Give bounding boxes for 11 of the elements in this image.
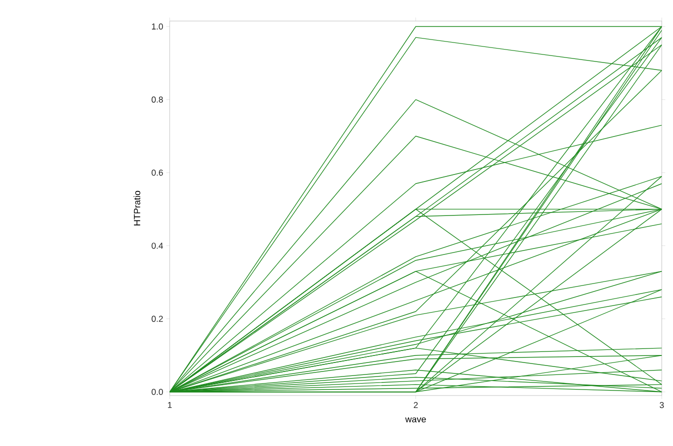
x-tick-label: 3	[660, 402, 664, 408]
x-axis-title: wave	[405, 418, 426, 423]
y-tick-label: 0.8	[152, 96, 163, 103]
y-axis-title: HTPratio	[134, 191, 140, 226]
x-tick-label: 2	[414, 402, 418, 408]
y-tick-label: 0.4	[152, 242, 163, 250]
y-tick-label: 0.0	[152, 389, 163, 396]
y-tick-label: 1.0	[152, 24, 163, 30]
y-tick-label: 0.2	[152, 316, 163, 322]
x-tick-label: 1	[168, 402, 172, 408]
y-tick-label: 0.6	[152, 170, 163, 176]
